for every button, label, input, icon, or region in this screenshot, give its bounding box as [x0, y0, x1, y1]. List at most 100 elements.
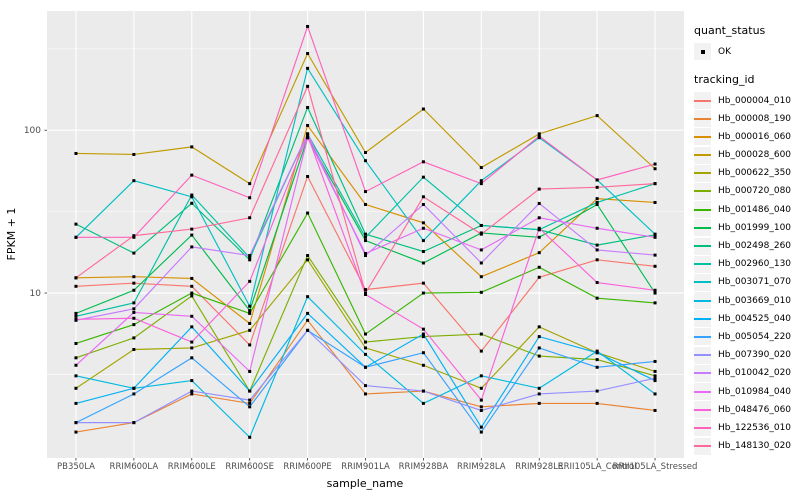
x-tick-label: RRIM928LA [457, 462, 506, 472]
legend-item-Hb_007390_020: Hb_007390_020 [694, 346, 800, 364]
legend-item-label: Hb_003071_070 [718, 277, 792, 288]
series-color-line [694, 335, 711, 338]
legend-item-Hb_004525_040: Hb_004525_040 [694, 310, 800, 328]
line-key-icon [694, 292, 711, 310]
x-tick-label: PB350LA [57, 462, 95, 472]
legend-item-label: Hb_122536_010 [718, 422, 792, 433]
series-color-line [694, 154, 711, 157]
series-color-line [694, 317, 711, 320]
legend-item-Hb_148130_020: Hb_148130_020 [694, 437, 800, 455]
series-color-line [694, 117, 711, 120]
tracking-id-legend-items: Hb_000004_010 Hb_000008_190 Hb_000016_060 H… [694, 92, 800, 455]
series-color-line [694, 99, 711, 102]
x-tick-label: RRIM901LA [341, 462, 390, 472]
x-tick-label: RRIM600PE [283, 462, 331, 472]
point-marker-icon [700, 49, 705, 54]
point-marker-key [694, 43, 711, 60]
series-color-line [694, 372, 711, 375]
series-color-line [694, 208, 711, 211]
legend-item-Hb_003669_010: Hb_003669_010 [694, 292, 800, 310]
series-color-line [694, 190, 711, 193]
series-color-line [694, 226, 711, 229]
legend-item-Hb_010042_020: Hb_010042_020 [694, 364, 800, 382]
legend-title-tracking-id: tracking_id [694, 73, 755, 86]
y-axis-title: FPKM + 1 [5, 208, 18, 261]
series-color-line [694, 408, 711, 411]
legend-item-label: Hb_005054_220 [718, 331, 792, 342]
series-color-line [694, 445, 711, 448]
legend-item-Hb_000016_060: Hb_000016_060 [694, 128, 800, 146]
series-color-line [694, 299, 711, 302]
line-key-icon [694, 164, 711, 182]
series-color-line [694, 390, 711, 393]
legend-item-Hb_005054_220: Hb_005054_220 [694, 328, 800, 346]
line-key-icon [694, 146, 711, 164]
series-color-line [694, 354, 711, 357]
legend-item-Hb_000622_350: Hb_000622_350 [694, 164, 800, 182]
line-key-icon [694, 110, 711, 128]
x-tick-label: RRIM928BA [399, 462, 449, 472]
series-color-line [694, 245, 711, 247]
line-key-icon [694, 310, 711, 328]
y-axis-tick-labels: 10 100 [24, 126, 41, 299]
line-key-icon [694, 128, 711, 146]
legend-item-label: Hb_148130_020 [718, 441, 792, 452]
line-key-icon [694, 201, 711, 219]
y-tick-label: 100 [24, 126, 41, 136]
line-key-icon [694, 419, 711, 437]
legend: quant_status OK tracking_id Hb_000004_01… [694, 24, 800, 456]
y-tick-label: 10 [30, 289, 42, 299]
legend-item-ok-label: OK [718, 46, 731, 57]
line-key-icon [694, 255, 711, 273]
legend-item-Hb_000720_080: Hb_000720_080 [694, 182, 800, 200]
legend-item-label: Hb_000028_600 [718, 150, 792, 161]
legend-item-Hb_000008_190: Hb_000008_190 [694, 110, 800, 128]
legend-item-Hb_002498_260: Hb_002498_260 [694, 237, 800, 255]
axis-tick-marks [44, 129, 656, 461]
series-color-line [694, 426, 711, 429]
legend-item-label: Hb_000004_010 [718, 95, 792, 106]
line-key-icon [694, 437, 711, 455]
line-key-icon [694, 273, 711, 291]
legend-item-label: Hb_000008_190 [718, 113, 792, 124]
x-tick-label: RRII105LA_Control [558, 462, 637, 472]
series-color-line [694, 281, 711, 284]
legend-item-ok: OK [694, 43, 800, 60]
line-key-icon [694, 92, 711, 109]
legend-title-quant-status: quant_status [694, 24, 766, 37]
x-tick-label: RRII105LA_Stressed [613, 462, 698, 472]
series-color-line [694, 263, 711, 266]
legend-item-label: Hb_002498_260 [718, 241, 792, 251]
series-color-line [694, 172, 711, 175]
legend-item-Hb_001486_040: Hb_001486_040 [694, 201, 800, 219]
line-key-icon [694, 237, 711, 255]
point-markers [74, 24, 657, 439]
line-key-icon [694, 383, 711, 400]
legend-item-Hb_010984_040: Hb_010984_040 [694, 383, 800, 400]
x-axis-tick-labels: PB350LA RRIM600LA RRIM600LE RRIM600SE RRIM60… [57, 462, 697, 472]
legend-item-Hb_122536_010: Hb_122536_010 [694, 419, 800, 437]
legend-item-Hb_000028_600: Hb_000028_600 [694, 146, 800, 164]
line-key-icon [694, 328, 711, 346]
series-color-line [694, 135, 711, 138]
legend-item-label: Hb_007390_020 [718, 350, 792, 361]
legend-item-label: Hb_001486_040 [718, 204, 792, 215]
legend-item-Hb_002960_130: Hb_002960_130 [694, 255, 800, 273]
legend-item-label: Hb_001999_100 [718, 222, 792, 233]
line-key-icon [694, 346, 711, 364]
legend-item-label: Hb_000016_060 [718, 131, 792, 142]
legend-item-label: Hb_003669_010 [718, 295, 792, 306]
legend-item-label: Hb_048476_060 [718, 404, 792, 415]
x-axis-title: sample_name [327, 477, 404, 490]
legend-item-Hb_001999_100: Hb_001999_100 [694, 219, 800, 237]
x-tick-label: RRIM600LE [168, 462, 216, 472]
legend-item-label: Hb_010984_040 [718, 386, 792, 397]
line-key-icon [694, 364, 711, 382]
x-tick-label: RRIM600LA [110, 462, 159, 472]
legend-item-label: Hb_000622_350 [718, 168, 792, 179]
legend-item-Hb_000004_010: Hb_000004_010 [694, 92, 800, 109]
legend-item-label: Hb_004525_040 [718, 313, 792, 324]
legend-item-Hb_048476_060: Hb_048476_060 [694, 401, 800, 419]
